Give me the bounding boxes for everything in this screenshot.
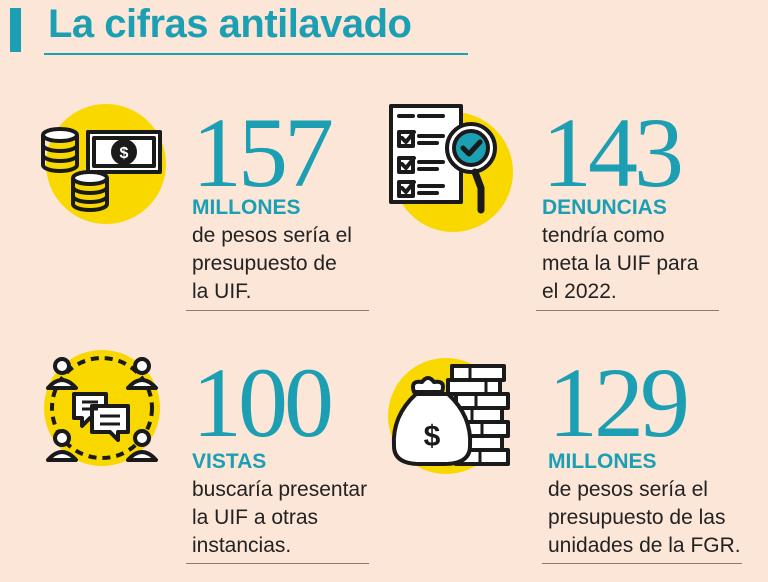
stat-description: de pesos sería el presupuesto de las uni… — [548, 476, 741, 560]
title-underline — [44, 53, 468, 55]
description-line: tendría como — [542, 224, 665, 247]
divider — [186, 563, 369, 564]
stat-description: tendría como meta la UIF para el 2022. — [542, 222, 698, 306]
checklist-magnifier-icon — [389, 104, 513, 232]
stat-value: 143 — [542, 97, 684, 208]
stat-label: DENUNCIAS — [542, 196, 667, 219]
description-line: instancias. — [192, 534, 292, 557]
description-line: el 2022. — [542, 280, 617, 303]
stat-description: de pesos sería el presupuesto de la UIF. — [192, 222, 352, 306]
svg-text:$: $ — [424, 420, 441, 453]
money-coins-icon: $ — [41, 104, 166, 224]
divider — [186, 310, 369, 311]
description-line: unidades de la FGR. — [548, 534, 741, 557]
divider — [542, 563, 742, 564]
stat-label: MILLONES — [548, 450, 657, 473]
divider — [536, 310, 719, 311]
stat-value: 129 — [548, 347, 690, 458]
stat-value: 157 — [192, 97, 334, 208]
title-accent-bar — [10, 8, 21, 52]
description-line: presupuesto de las — [548, 506, 726, 529]
stat-label: VISTAS — [192, 450, 267, 473]
svg-text:$: $ — [120, 145, 129, 162]
money-bag-stacks-icon: $ — [388, 358, 510, 474]
stat-description: buscaría presentar la UIF a otras instan… — [192, 476, 367, 560]
description-line: buscaría presentar — [192, 478, 368, 501]
description-line: de pesos sería el — [192, 224, 352, 247]
page-title: La cifras antilavado — [48, 2, 412, 46]
description-line: la UIF a otras — [192, 506, 319, 529]
people-network-icon — [44, 350, 160, 466]
description-line: la UIF. — [192, 280, 252, 303]
description-line: meta la UIF para — [542, 252, 699, 275]
description-line: presupuesto de — [192, 252, 337, 275]
description-line: de pesos sería el — [548, 478, 708, 501]
stat-value: 100 — [192, 347, 334, 458]
stat-label: MILLONES — [192, 196, 301, 219]
